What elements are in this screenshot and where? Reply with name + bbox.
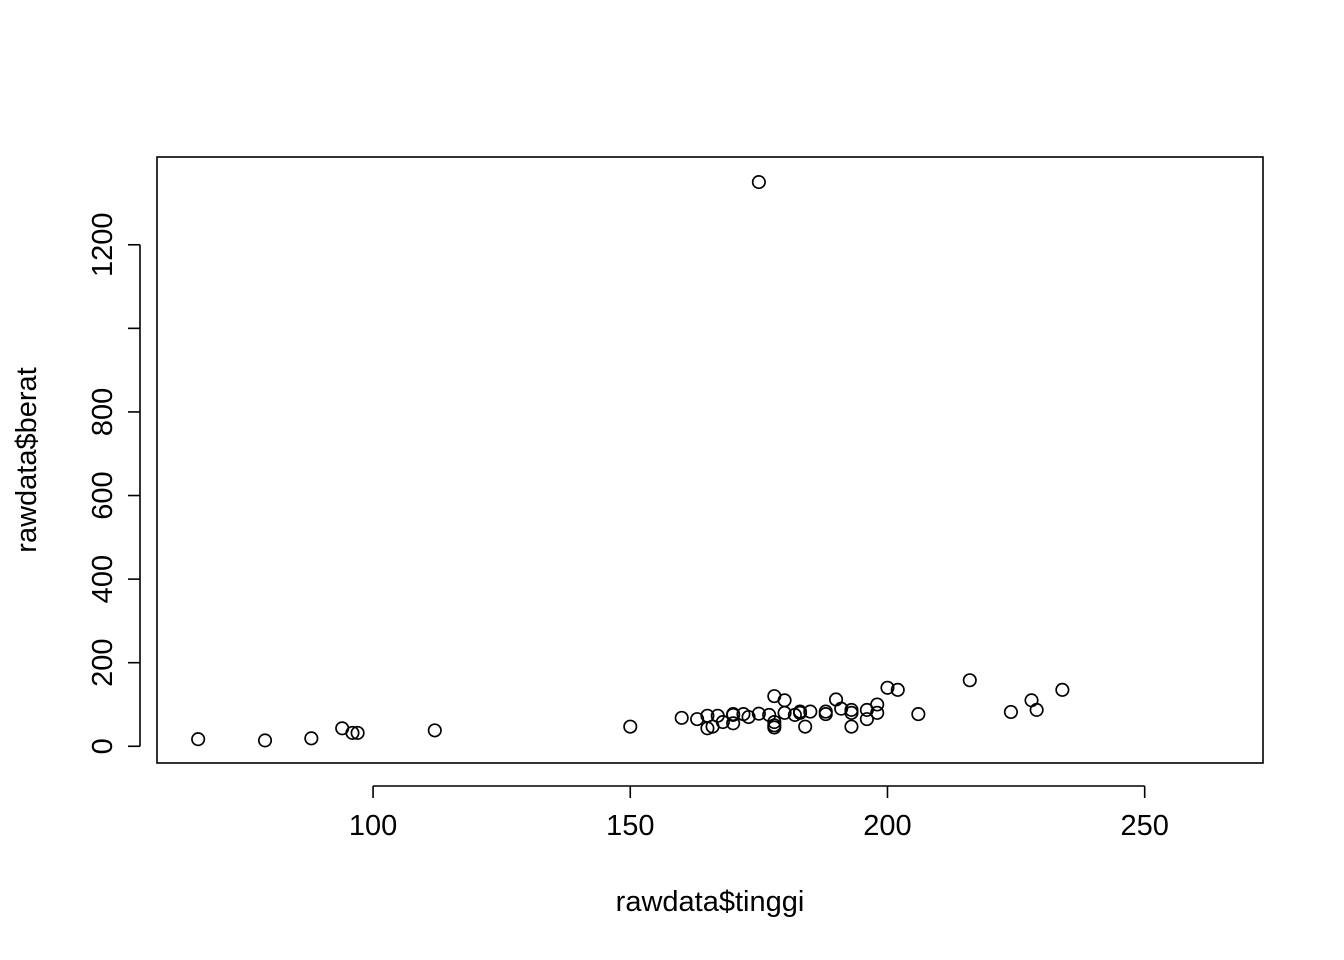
- y-tick-label: 0: [87, 738, 119, 754]
- data-point: [1055, 682, 1070, 697]
- data-point: [798, 719, 813, 734]
- data-point: [1024, 693, 1039, 708]
- data-point: [674, 710, 689, 725]
- data-point: [859, 712, 874, 727]
- data-point: [870, 705, 885, 720]
- data-point: [890, 682, 905, 697]
- y-axis: 0 200 400 600 800 1200: [87, 213, 141, 754]
- data-point: [350, 725, 365, 740]
- y-axis-label: rawdata$berat: [11, 367, 43, 552]
- y-tick-label: 800: [87, 388, 119, 436]
- data-point: [767, 718, 782, 733]
- data-point: [427, 723, 442, 738]
- plot-frame: [156, 156, 1264, 764]
- x-tick-label: 250: [1120, 810, 1168, 842]
- data-point: [911, 707, 926, 722]
- data-point: [844, 705, 859, 720]
- data-point: [1003, 704, 1018, 720]
- data-point: [191, 732, 206, 747]
- x-tick-label: 100: [349, 810, 397, 842]
- data-point: [844, 719, 859, 734]
- data-point: [726, 707, 741, 722]
- data-point: [777, 693, 792, 708]
- y-tick-label: 1200: [87, 213, 119, 278]
- data-point: [623, 719, 638, 734]
- data-point: [751, 706, 766, 721]
- data-point: [803, 704, 818, 719]
- data-point: [690, 712, 705, 727]
- x-axis: 100 150 200 250: [349, 785, 1169, 842]
- data-point: [345, 725, 360, 740]
- y-tick-label: 600: [87, 471, 119, 519]
- data-point: [257, 733, 273, 748]
- data-point: [818, 704, 833, 719]
- data-point: [792, 705, 808, 720]
- data-point: [962, 673, 977, 688]
- data-points: [191, 175, 1070, 748]
- data-point: [304, 731, 319, 746]
- x-tick-label: 200: [863, 810, 911, 842]
- data-point: [741, 709, 756, 725]
- x-axis-label: rawdata$tinggi: [616, 886, 805, 918]
- data-point: [726, 716, 741, 731]
- y-tick-label: 400: [87, 555, 119, 603]
- data-point: [1029, 702, 1044, 717]
- data-point: [880, 680, 895, 695]
- data-point: [777, 705, 792, 720]
- data-point: [828, 692, 844, 707]
- x-tick-label: 150: [606, 810, 654, 842]
- data-point: [751, 175, 766, 190]
- y-tick-label: 200: [87, 639, 119, 687]
- data-point: [715, 714, 730, 730]
- data-point: [870, 697, 885, 712]
